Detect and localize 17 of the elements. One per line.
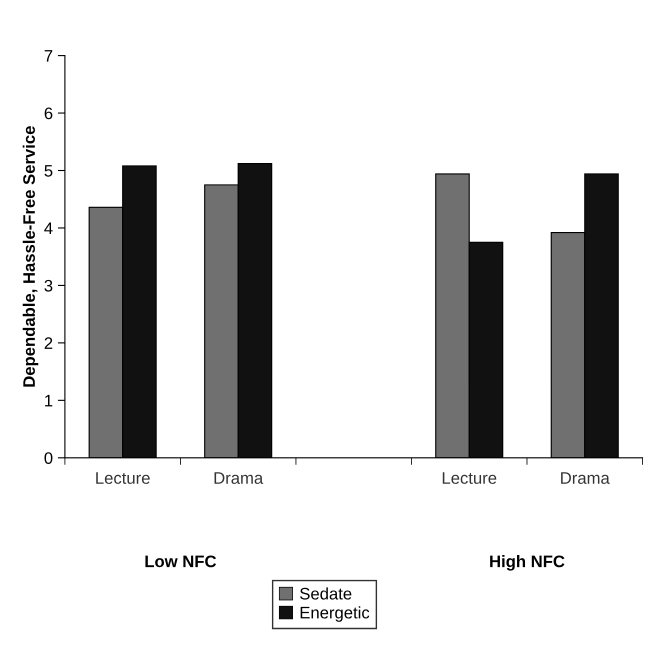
legend-label: Energetic <box>300 606 370 622</box>
y-axis-title: Dependable, Hassle-Free Service <box>22 126 38 387</box>
y-tick-label: 6 <box>44 107 52 120</box>
text: Low NFC <box>145 555 216 568</box>
x-tick-label: Drama <box>214 472 264 484</box>
x-tick-label: Drama <box>561 472 610 484</box>
y-tick-label: 7 <box>44 50 52 62</box>
y-tick-label: 2 <box>44 337 52 349</box>
y-tick-label: 4 <box>44 222 53 234</box>
y-tick-label: 1 <box>45 394 52 406</box>
text: High NFC <box>490 555 564 571</box>
legend-label: Sedate <box>300 587 352 600</box>
y-tick-label: 0 <box>44 452 52 464</box>
y-tick-label: 5 <box>44 165 52 177</box>
x-tick-label: Lecture <box>442 472 496 484</box>
y-tick-label: 3 <box>44 280 52 292</box>
x-tick-label: Lecture <box>96 472 150 484</box>
